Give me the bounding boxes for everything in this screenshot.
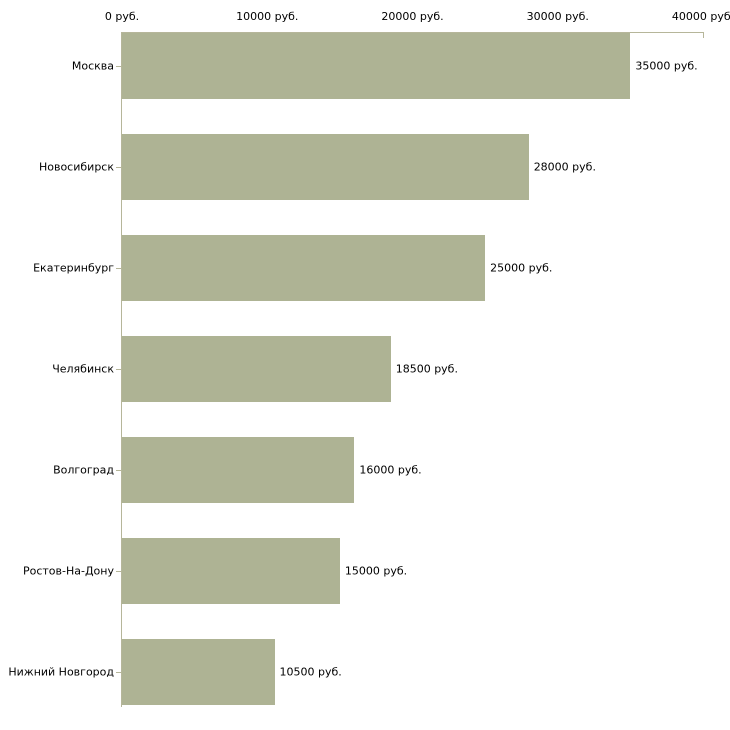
x-axis-tick-label: 0 руб. <box>104 10 140 23</box>
bar <box>122 235 486 301</box>
y-axis-tick <box>116 268 122 269</box>
x-axis-tick-label: 10000 руб. <box>236 10 299 23</box>
y-axis-category-label: Екатеринбург <box>33 261 114 275</box>
y-axis-category-label: Волгоград <box>53 463 114 477</box>
bar <box>122 336 391 402</box>
x-axis-tick-label: 20000 руб. <box>381 10 444 23</box>
y-axis-tick <box>116 571 122 572</box>
bar-value-label: 15000 руб. <box>344 564 408 578</box>
y-axis-category-label: Новосибирск <box>38 160 114 174</box>
bar-value-label: 18500 руб. <box>395 362 458 376</box>
x-axis-tick <box>702 32 704 38</box>
bar-value-label: 35000 руб. <box>635 59 698 73</box>
bar <box>122 639 275 705</box>
y-axis-category-label: Москва <box>71 59 114 73</box>
y-axis-tick <box>116 66 122 67</box>
bar-value-label: 28000 руб. <box>533 160 596 174</box>
y-axis-category-label: Ростов-На-Дону <box>22 564 114 578</box>
y-axis-category-label: Челябинск <box>52 362 114 376</box>
y-axis-tick <box>116 470 122 471</box>
bar <box>122 33 631 99</box>
y-axis-tick <box>116 369 122 370</box>
y-axis-tick <box>116 672 122 673</box>
bar-value-label: 10500 руб. <box>279 665 342 679</box>
x-axis-tick-label: 40000 руб. <box>671 10 730 23</box>
y-axis-category-label: Нижний Новгород <box>8 665 114 679</box>
bar <box>122 134 529 200</box>
bar-value-label: 16000 руб. <box>359 463 422 477</box>
bar <box>122 538 340 604</box>
y-axis-tick <box>116 167 122 168</box>
bar <box>122 437 355 503</box>
x-axis-tick-label: 30000 руб. <box>526 10 589 23</box>
bar-value-label: 25000 руб. <box>490 261 553 275</box>
